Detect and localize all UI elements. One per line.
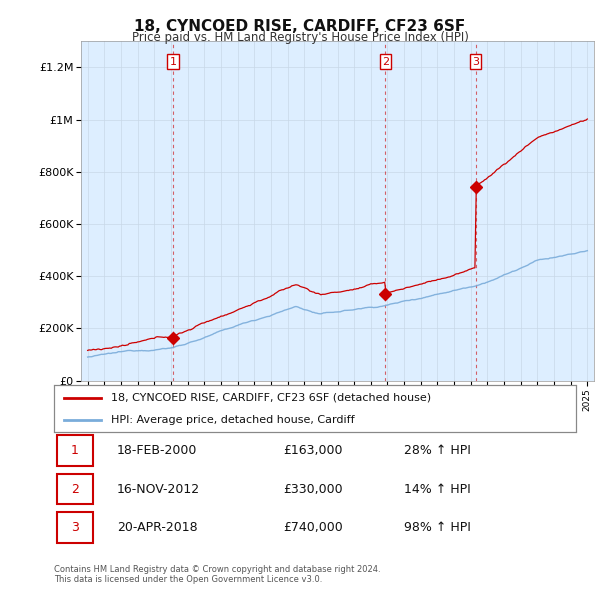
Text: 3: 3 xyxy=(472,57,479,67)
FancyBboxPatch shape xyxy=(56,435,93,466)
Text: 28% ↑ HPI: 28% ↑ HPI xyxy=(404,444,470,457)
Text: 2: 2 xyxy=(382,57,389,67)
Text: 18, CYNCOED RISE, CARDIFF, CF23 6SF: 18, CYNCOED RISE, CARDIFF, CF23 6SF xyxy=(134,19,466,34)
Text: 14% ↑ HPI: 14% ↑ HPI xyxy=(404,483,470,496)
Text: Contains HM Land Registry data © Crown copyright and database right 2024.
This d: Contains HM Land Registry data © Crown c… xyxy=(54,565,380,584)
Text: £740,000: £740,000 xyxy=(284,521,343,534)
Text: £163,000: £163,000 xyxy=(284,444,343,457)
Text: 1: 1 xyxy=(169,57,176,67)
FancyBboxPatch shape xyxy=(56,512,93,543)
Text: 18-FEB-2000: 18-FEB-2000 xyxy=(116,444,197,457)
FancyBboxPatch shape xyxy=(56,474,93,504)
Text: 20-APR-2018: 20-APR-2018 xyxy=(116,521,197,534)
Text: Price paid vs. HM Land Registry's House Price Index (HPI): Price paid vs. HM Land Registry's House … xyxy=(131,31,469,44)
Text: 18, CYNCOED RISE, CARDIFF, CF23 6SF (detached house): 18, CYNCOED RISE, CARDIFF, CF23 6SF (det… xyxy=(112,393,431,403)
Text: 3: 3 xyxy=(71,521,79,534)
Text: £330,000: £330,000 xyxy=(284,483,343,496)
Text: 1: 1 xyxy=(71,444,79,457)
Text: HPI: Average price, detached house, Cardiff: HPI: Average price, detached house, Card… xyxy=(112,415,355,425)
Text: 98% ↑ HPI: 98% ↑ HPI xyxy=(404,521,470,534)
Text: 16-NOV-2012: 16-NOV-2012 xyxy=(116,483,200,496)
Text: 2: 2 xyxy=(71,483,79,496)
